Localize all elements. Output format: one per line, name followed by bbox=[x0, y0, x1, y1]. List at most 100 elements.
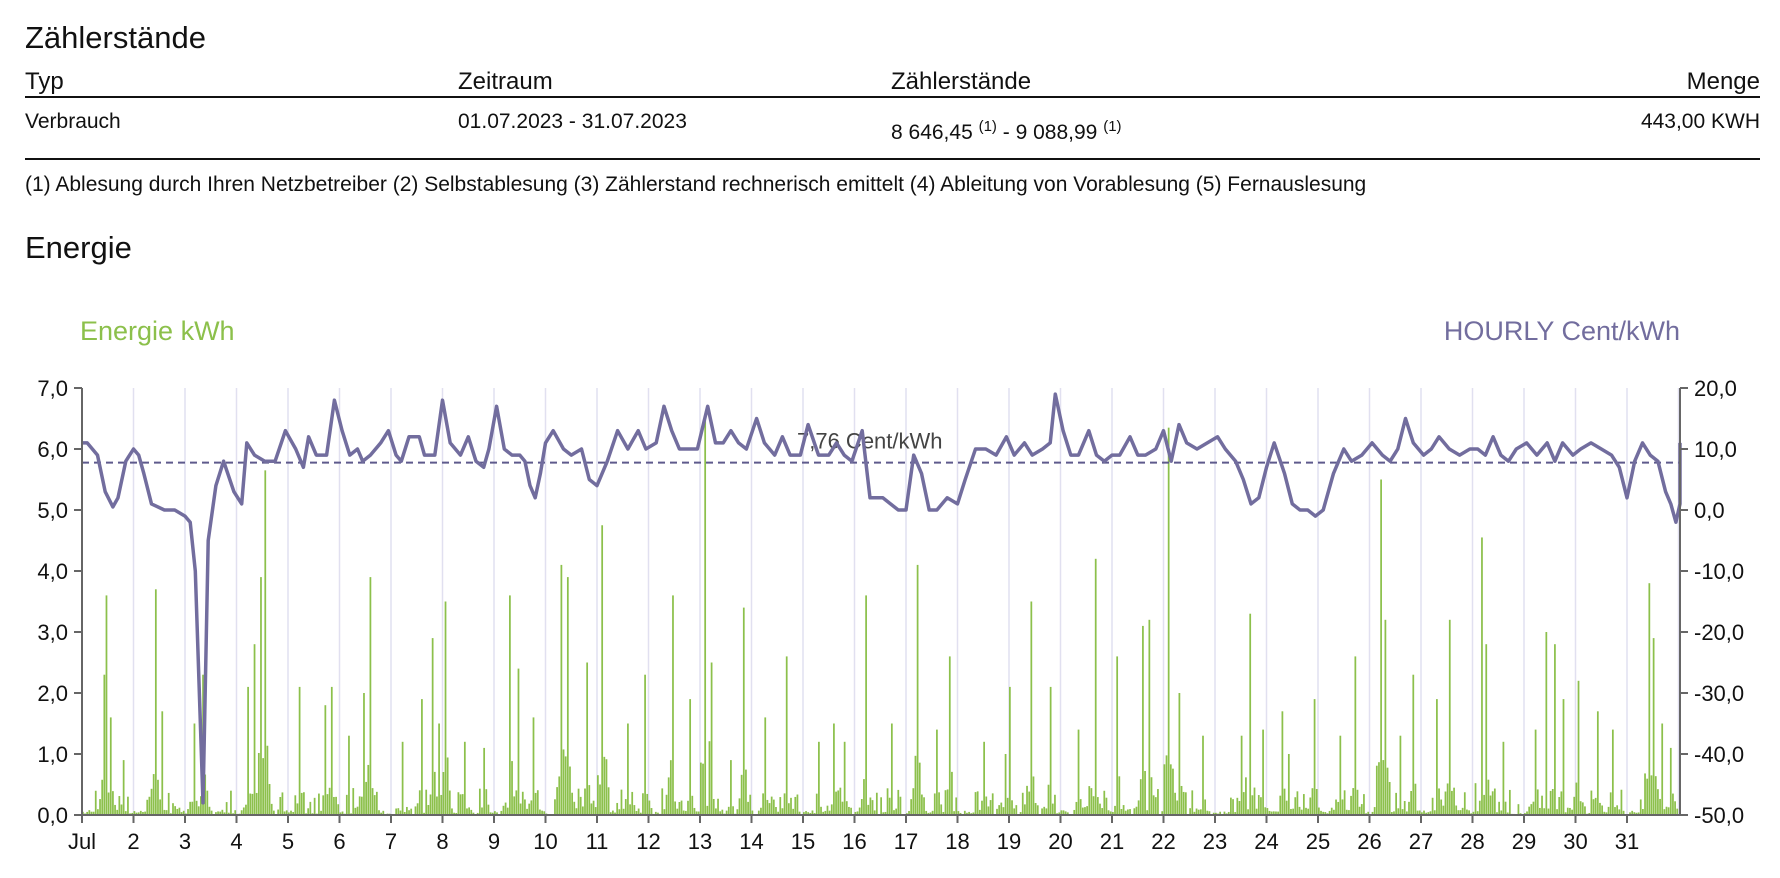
energy-bar bbox=[487, 804, 490, 815]
energy-bar bbox=[227, 812, 230, 815]
energy-bar bbox=[888, 797, 891, 815]
energy-bar bbox=[820, 806, 822, 815]
energy-bar bbox=[1564, 812, 1567, 815]
energy-bar bbox=[502, 805, 505, 815]
energy-bar bbox=[1122, 805, 1125, 815]
energy-bar bbox=[105, 595, 108, 815]
energy-bar bbox=[399, 810, 402, 815]
energy-bar bbox=[1026, 785, 1028, 815]
energy-bar bbox=[867, 804, 870, 815]
energy-bar bbox=[380, 812, 383, 815]
energy-bar bbox=[1386, 767, 1389, 815]
x-tick-label: 10 bbox=[533, 829, 557, 854]
energy-bar bbox=[103, 674, 106, 815]
energy-bar bbox=[1594, 797, 1597, 815]
energy-bar bbox=[453, 812, 455, 815]
energy-bar bbox=[1506, 812, 1509, 815]
energy-bar bbox=[1051, 803, 1054, 815]
energy-bar bbox=[1431, 797, 1434, 815]
energy-bar bbox=[436, 796, 438, 815]
energy-bar bbox=[318, 793, 320, 815]
energy-bar bbox=[1103, 790, 1106, 815]
energy-bar bbox=[1425, 812, 1428, 815]
energy-bar bbox=[1500, 810, 1503, 815]
energy-bar bbox=[1167, 427, 1170, 815]
energy-bar bbox=[206, 790, 209, 815]
energy-bar bbox=[858, 807, 861, 815]
energy-bar bbox=[783, 793, 786, 815]
x-tick-label: 4 bbox=[230, 829, 242, 854]
energy-bar bbox=[635, 811, 638, 815]
x-tick-label: Jul bbox=[68, 829, 96, 854]
energy-bar bbox=[742, 607, 745, 815]
energy-bar bbox=[1086, 806, 1088, 815]
x-tick-label: 7 bbox=[385, 829, 397, 854]
energy-bar bbox=[1382, 760, 1385, 815]
energy-bar bbox=[1135, 806, 1138, 815]
energy-bar bbox=[1463, 792, 1466, 815]
energy-bar bbox=[165, 810, 168, 815]
energy-bar bbox=[1270, 811, 1273, 815]
energy-bar bbox=[1240, 735, 1243, 815]
energy-bar bbox=[262, 758, 264, 815]
energy-bar bbox=[1343, 790, 1346, 815]
energy-bar bbox=[599, 784, 601, 815]
energy-bar bbox=[285, 810, 288, 815]
energy-bar bbox=[457, 792, 460, 815]
energy-bar bbox=[609, 812, 612, 815]
energy-bar bbox=[751, 810, 754, 815]
energy-bar bbox=[1277, 811, 1279, 815]
energy-bar bbox=[680, 800, 683, 815]
energy-bar bbox=[1101, 808, 1104, 815]
x-tick-label: 24 bbox=[1254, 829, 1278, 854]
energy-bar bbox=[526, 808, 528, 815]
energy-bar bbox=[1665, 806, 1668, 815]
energy-bar bbox=[603, 756, 606, 815]
energy-bar bbox=[1144, 770, 1146, 815]
right-tick-label: 0,0 bbox=[1694, 498, 1725, 523]
energy-bar bbox=[976, 791, 979, 815]
energy-bar bbox=[157, 779, 159, 815]
energy-bar bbox=[528, 803, 531, 815]
energy-bar bbox=[674, 801, 676, 815]
energy-bar bbox=[571, 792, 573, 815]
energy-bar bbox=[1629, 812, 1631, 815]
energy-bar bbox=[1199, 809, 1202, 815]
energy-bar bbox=[1416, 810, 1419, 815]
energy-bar bbox=[1178, 693, 1181, 815]
energy-bar bbox=[1676, 808, 1679, 815]
header-readings: Zählerstände bbox=[891, 68, 1032, 95]
energy-bar bbox=[1356, 789, 1359, 815]
energy-bar bbox=[1616, 805, 1619, 815]
energy-bar bbox=[1571, 809, 1573, 815]
header-type: Typ bbox=[25, 68, 64, 95]
energy-bar bbox=[1030, 601, 1033, 815]
energy-bar bbox=[942, 811, 945, 815]
energy-bar bbox=[131, 812, 134, 815]
x-tick-label: 8 bbox=[436, 829, 448, 854]
energy-bar bbox=[828, 810, 831, 815]
energy-bar bbox=[127, 796, 129, 815]
energy-bar bbox=[770, 796, 773, 815]
right-tick-label: -40,0 bbox=[1694, 742, 1744, 767]
energy-bar bbox=[1257, 795, 1260, 815]
energy-bar bbox=[1481, 537, 1483, 815]
energy-bar bbox=[1066, 812, 1069, 815]
energy-bar bbox=[1165, 755, 1168, 815]
energy-bar bbox=[1184, 792, 1187, 815]
energy-bar bbox=[779, 797, 782, 815]
energy-bar bbox=[330, 686, 333, 815]
energy-bar bbox=[1352, 788, 1355, 815]
energy-bar bbox=[1292, 808, 1294, 815]
energy-bar bbox=[684, 810, 687, 815]
energy-bar bbox=[1318, 807, 1320, 815]
energy-bar bbox=[927, 812, 930, 815]
energy-bar bbox=[586, 662, 589, 815]
energy-bar bbox=[440, 794, 443, 815]
energy-bar bbox=[1455, 805, 1458, 815]
energy-bar bbox=[345, 794, 348, 815]
x-tick-label: 17 bbox=[894, 829, 918, 854]
energy-bar bbox=[1260, 797, 1262, 815]
energy-bar bbox=[1266, 808, 1269, 815]
energy-bar bbox=[1631, 810, 1634, 815]
